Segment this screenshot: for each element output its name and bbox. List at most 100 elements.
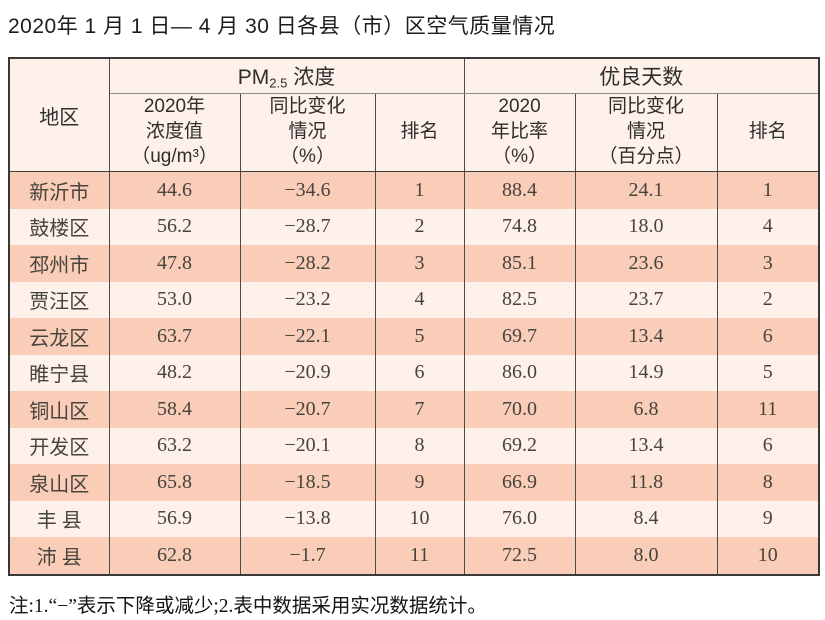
table-row: 贾汪区 53.0 −23.2 4 82.5 23.7 2 [8, 281, 820, 318]
region-cell: 开发区 [8, 427, 110, 464]
good-rank-cell: 11 [716, 391, 820, 428]
table-row: 开发区 63.2 −20.1 8 69.2 13.4 6 [8, 427, 820, 464]
header-pm25-group: PM2.5 浓度 [108, 58, 465, 94]
good-rate-cell: 70.0 [463, 391, 576, 428]
region-cell: 沛 县 [8, 537, 110, 575]
pm-rank-cell: 5 [374, 318, 465, 355]
region-cell: 贾汪区 [8, 281, 110, 318]
pm-rank-cell: 6 [374, 354, 465, 391]
pm25-suffix: 浓度 [287, 66, 336, 89]
table-row: 新沂市 44.6 −34.6 1 88.4 24.1 1 [8, 171, 820, 209]
good-rate-cell: 66.9 [463, 464, 576, 501]
good-change-cell: 24.1 [574, 171, 718, 209]
table-row: 铜山区 58.4 −20.7 7 70.0 6.8 11 [8, 391, 820, 428]
header-region: 地区 [8, 58, 110, 172]
good-change-cell: 23.7 [574, 281, 718, 318]
pm25-subscript: 2.5 [269, 75, 288, 91]
header-good-change: 同比变化 情况 （百分点） [574, 93, 718, 172]
table-row: 泉山区 65.8 −18.5 9 66.9 11.8 8 [8, 464, 820, 501]
good-rate-cell: 82.5 [463, 281, 576, 318]
footnote: 注:1.“−”表示下降或减少;2.表中数据采用实况数据统计。 [9, 595, 487, 617]
region-cell: 鼓楼区 [8, 208, 110, 245]
region-cell: 新沂市 [8, 171, 110, 209]
good-rate-cell: 74.8 [463, 208, 576, 245]
good-rank-cell: 9 [716, 500, 820, 537]
good-rate-cell: 69.7 [463, 318, 576, 355]
pm-change-cell: −20.7 [239, 391, 376, 428]
good-rank-cell: 1 [716, 171, 820, 209]
page-title: 2020年 1 月 1 日— 4 月 30 日各县（市）区空气质量情况 [8, 15, 556, 38]
pm-value-cell: 48.2 [108, 354, 241, 391]
pm-rank-cell: 3 [374, 245, 465, 282]
good-change-cell: 14.9 [574, 354, 718, 391]
pm-value-cell: 44.6 [108, 171, 241, 209]
pm-rank-cell: 7 [374, 391, 465, 428]
header-good-rate: 2020 年比率 （%） [463, 93, 576, 172]
header-pm-rank: 排名 [374, 93, 465, 172]
good-change-cell: 6.8 [574, 391, 718, 428]
pm-value-cell: 65.8 [108, 464, 241, 501]
table-row: 邳州市 47.8 −28.2 3 85.1 23.6 3 [8, 245, 820, 282]
pm-value-cell: 53.0 [108, 281, 241, 318]
pm-change-cell: −20.9 [239, 354, 376, 391]
pm25-prefix: PM [237, 66, 270, 89]
pm-change-cell: −28.2 [239, 245, 376, 282]
good-change-cell: 11.8 [574, 464, 718, 501]
region-cell: 云龙区 [8, 318, 110, 355]
pm-change-cell: −20.1 [239, 427, 376, 464]
good-rank-cell: 4 [716, 208, 820, 245]
good-rank-cell: 6 [716, 318, 820, 355]
good-change-cell: 13.4 [574, 427, 718, 464]
region-cell: 铜山区 [8, 391, 110, 428]
air-quality-table: 地区 PM2.5 浓度 优良天数 2020年 浓度值 （ug/m³） 同比变化 … [8, 57, 821, 576]
region-cell: 泉山区 [8, 464, 110, 501]
pm-change-cell: −28.7 [239, 208, 376, 245]
good-rate-cell: 88.4 [463, 171, 576, 209]
good-rank-cell: 8 [716, 464, 820, 501]
good-rank-cell: 6 [716, 427, 820, 464]
header-good-rank: 排名 [716, 93, 820, 172]
good-rate-cell: 86.0 [463, 354, 576, 391]
pm-rank-cell: 9 [374, 464, 465, 501]
pm-value-cell: 47.8 [108, 245, 241, 282]
pm-rank-cell: 1 [374, 171, 465, 209]
table-row: 沛 县 62.8 −1.7 11 72.5 8.0 10 [8, 537, 820, 575]
good-change-cell: 18.0 [574, 208, 718, 245]
region-cell: 睢宁县 [8, 354, 110, 391]
pm-rank-cell: 8 [374, 427, 465, 464]
pm-value-cell: 56.9 [108, 500, 241, 537]
pm-change-cell: −23.2 [239, 281, 376, 318]
header-sub-row: 2020年 浓度值 （ug/m³） 同比变化 情况 （%） 排名 2020 年比… [9, 93, 820, 172]
header-pm-value: 2020年 浓度值 （ug/m³） [108, 93, 241, 172]
good-change-cell: 13.4 [574, 318, 718, 355]
region-cell: 丰 县 [8, 500, 110, 537]
good-rank-cell: 5 [716, 354, 820, 391]
pm-change-cell: −1.7 [239, 537, 376, 575]
region-cell: 邳州市 [8, 245, 110, 282]
good-change-cell: 8.0 [574, 537, 718, 575]
good-rate-cell: 72.5 [463, 537, 576, 575]
table-body: 新沂市 44.6 −34.6 1 88.4 24.1 1 鼓楼区 56.2 −2… [8, 171, 820, 575]
good-rank-cell: 10 [716, 537, 820, 575]
table-row: 鼓楼区 56.2 −28.7 2 74.8 18.0 4 [8, 208, 820, 245]
pm-change-cell: −13.8 [239, 500, 376, 537]
pm-rank-cell: 11 [374, 537, 465, 575]
pm-change-cell: −22.1 [239, 318, 376, 355]
good-rate-cell: 76.0 [463, 500, 576, 537]
table-header: 地区 PM2.5 浓度 优良天数 2020年 浓度值 （ug/m³） 同比变化 … [8, 58, 820, 172]
good-rate-cell: 69.2 [463, 427, 576, 464]
good-rate-cell: 85.1 [463, 245, 576, 282]
pm-value-cell: 63.7 [108, 318, 241, 355]
pm-rank-cell: 10 [374, 500, 465, 537]
pm-rank-cell: 4 [374, 281, 465, 318]
good-change-cell: 23.6 [574, 245, 718, 282]
header-group-row: 地区 PM2.5 浓度 优良天数 [8, 58, 820, 172]
pm-change-cell: −34.6 [239, 171, 376, 209]
pm-value-cell: 56.2 [108, 208, 241, 245]
table-row: 丰 县 56.9 −13.8 10 76.0 8.4 9 [8, 500, 820, 537]
pm-change-cell: −18.5 [239, 464, 376, 501]
good-rank-cell: 3 [716, 245, 820, 282]
pm-rank-cell: 2 [374, 208, 465, 245]
good-change-cell: 8.4 [574, 500, 718, 537]
